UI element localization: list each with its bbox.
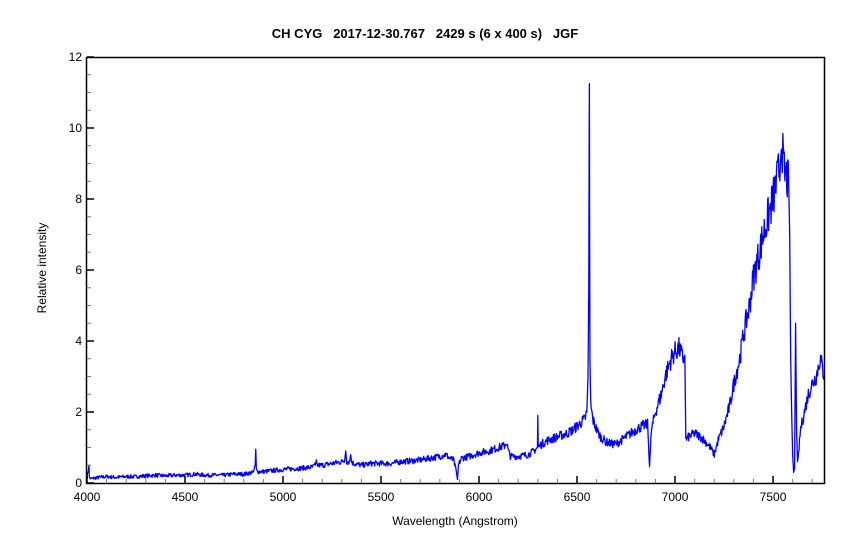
x-tick-label: 5000 [270,490,297,504]
x-tick-label: 7500 [760,490,787,504]
tick-labels: 4000 4500 5000 5500 6000 6500 7000 7500 0 2 4 6 8 10 1… [69,50,787,504]
x-tick-label: 6000 [466,490,493,504]
y-tick-label: 2 [75,405,82,419]
y-tick-label: 12 [69,50,83,64]
series-line [86,82,825,481]
y-tick-label: 0 [75,476,82,490]
chart-title: CH CYG 2017-12-30.767 2429 s (6 x 400 s)… [271,26,579,41]
spectrum-line [86,82,825,481]
x-tick-label: 5500 [368,490,395,504]
y-tick-label: 10 [69,121,83,135]
y-tick-label: 8 [75,192,82,206]
x-tick-label: 7000 [662,490,689,504]
x-tick-label: 4500 [172,490,199,504]
x-tick-label: 4000 [74,490,101,504]
y-tick-label: 4 [75,334,82,348]
y-tick-label: 6 [75,263,82,277]
plot-frame [85,56,826,485]
x-axis-label: Wavelength (Angstrom) [392,514,518,528]
x-tick-label: 6500 [564,490,591,504]
axis-ticks [86,56,813,484]
